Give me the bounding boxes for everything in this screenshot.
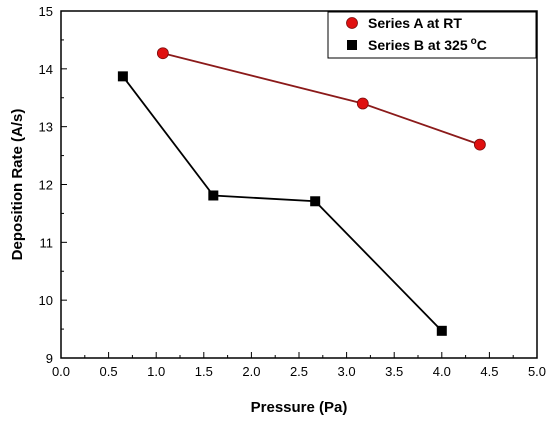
y-tick-label: 9 [46,351,53,366]
legend-label-series-b: Series B at 325 oC [368,36,487,53]
x-tick-label: 4.5 [480,364,498,379]
x-tick-label: 2.0 [242,364,260,379]
y-tick-label: 12 [39,178,53,193]
y-axis-title: Deposition Rate (A/s) [9,109,26,261]
y-tick-label: 15 [39,4,53,19]
legend-label-series-b-main: Series B at 325 [368,37,468,53]
y-tick-label: 13 [39,120,53,135]
legend-label-series-a: Series A at RT [368,15,462,31]
x-tick-label: 4.0 [433,364,451,379]
legend: Series A at RT Series B at 325 oC [327,11,537,59]
ticks-layer: 0.0 0.5 1.0 1.5 2.0 2.5 3.0 3.5 4.0 4.5 5.0 9 10 11 12… [39,4,547,379]
legend-box [327,11,537,59]
x-tick-label: 3.5 [385,364,403,379]
x-tick-label: 2.5 [290,364,308,379]
series-b-point [208,190,219,201]
legend-marker-series-a [346,17,358,29]
series-layer [117,47,486,336]
legend-label-series-b-suffix: C [477,37,487,53]
legend-marker-series-b [347,40,357,50]
series-b-point [436,325,447,336]
x-tick-label: 0.0 [52,364,70,379]
series-a-point [356,97,369,110]
series-b-line [122,75,443,332]
plot-frame [60,10,538,359]
y-tick-label: 10 [39,293,53,308]
x-tick-label: 0.5 [100,364,118,379]
legend-label-series-b-superscript: o [471,36,477,47]
series-a-line [162,52,481,146]
x-axis-title: Pressure (Pa) [251,399,348,416]
y-tick-label: 11 [40,235,54,250]
x-tick-label: 1.5 [195,364,213,379]
series-b-point [310,196,321,207]
x-tick-label: 5.0 [528,364,546,379]
x-tick-label: 1.0 [147,364,165,379]
series-b-point [117,71,128,82]
series-a-point [473,138,486,151]
y-tick-label: 14 [39,62,53,77]
series-a-point [156,47,169,60]
x-tick-label: 3.0 [338,364,356,379]
